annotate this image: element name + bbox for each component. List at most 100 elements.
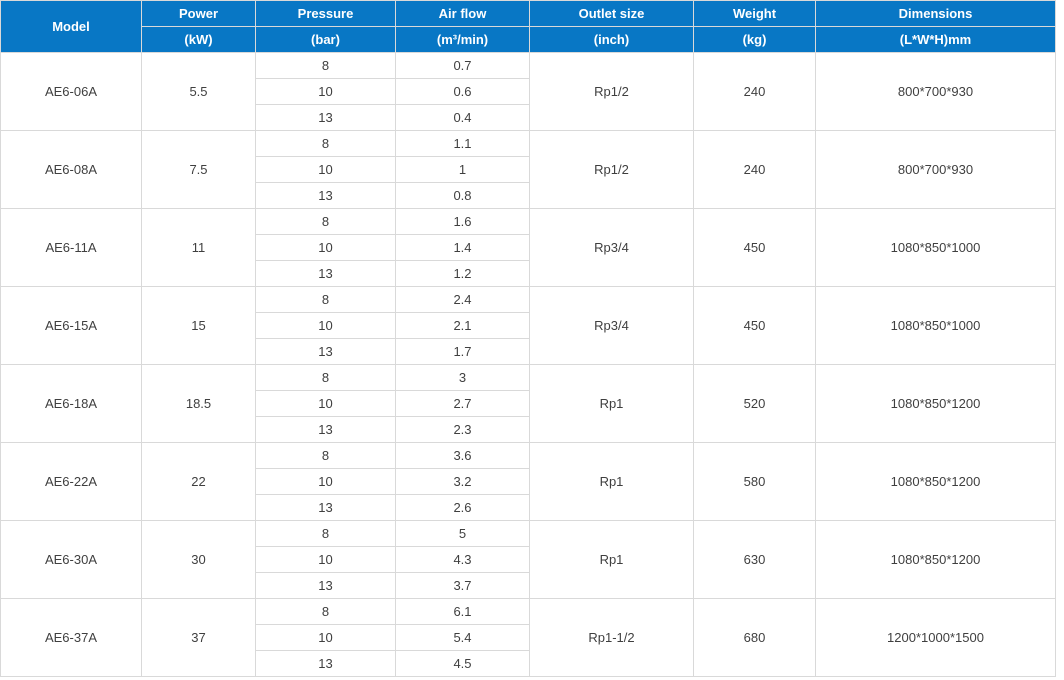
outlet-size-cell: Rp1/2 [529, 52, 694, 131]
air-flow-cell: 4.5 [395, 650, 530, 677]
weight-cell: 450 [693, 286, 816, 365]
outlet-size-cell: Rp3/4 [529, 208, 694, 287]
table-row: 10 2.7 [1, 390, 1056, 417]
air-flow-cell: 0.8 [395, 182, 530, 209]
power-cell: 15 [141, 286, 256, 365]
dimensions-cell: 1080*850*1200 [815, 442, 1056, 521]
weight-cell: 580 [693, 442, 816, 521]
air-flow-cell: 2.1 [395, 312, 530, 339]
air-flow-cell: 3 [395, 364, 530, 391]
outlet-size-cell: Rp1 [529, 364, 694, 443]
header-pressure: Pressure [255, 0, 396, 27]
table-body: AE6-06A 5.5 8 0.7 Rp1/2 240 800*700*930 10 0.6 13… [0, 52, 1056, 677]
air-flow-cell: 3.2 [395, 468, 530, 495]
dimensions-cell: 1080*850*1200 [815, 364, 1056, 443]
pressure-cell: 10 [255, 624, 396, 651]
pressure-cell: 10 [255, 78, 396, 105]
air-flow-cell: 5 [395, 520, 530, 547]
outlet-size-cell: Rp1 [529, 520, 694, 599]
weight-cell: 450 [693, 208, 816, 287]
power-cell: 30 [141, 520, 256, 599]
air-flow-cell: 2.4 [395, 286, 530, 313]
air-flow-cell: 1.7 [395, 338, 530, 365]
air-flow-cell: 2.6 [395, 494, 530, 521]
table-row: AE6-18A 18.5 8 3 Rp1 520 1080*850*1200 [0, 364, 1056, 443]
weight-cell: 630 [693, 520, 816, 599]
air-flow-cell: 3.6 [395, 442, 530, 469]
pressure-cell: 8 [255, 364, 396, 391]
outlet-size-cell: Rp1 [529, 442, 694, 521]
header-power-unit: (kW) [141, 26, 256, 53]
header-row-labels: Model Power Pressure Air flow Outlet siz… [0, 0, 1056, 53]
pressure-cell: 8 [255, 598, 396, 625]
pressure-cell: 8 [255, 286, 396, 313]
header-model: Model [0, 0, 142, 53]
air-flow-cell: 0.6 [395, 78, 530, 105]
table-row: 13 1.2 [1, 260, 1056, 287]
table-row: AE6-37A 37 8 6.1 Rp1-1/2 680 1200*1000*1500 [0, 598, 1056, 677]
table-row: 13 0.8 [1, 182, 1056, 209]
header-dimensions: Dimensions [815, 0, 1056, 27]
table-row: AE6-08A 7.5 8 1.1 Rp1/2 240 800*700*930 [0, 130, 1056, 209]
model-cell: AE6-08A [0, 130, 142, 209]
header-air-flow-unit: (m³/min) [395, 26, 530, 53]
dimensions-cell: 1080*850*1000 [815, 208, 1056, 287]
outlet-size-cell: Rp1-1/2 [529, 598, 694, 677]
air-flow-cell: 1.1 [395, 130, 530, 157]
air-flow-cell: 5.4 [395, 624, 530, 651]
table-row: AE6-22A 22 8 3.6 Rp1 580 1080*850*1200 [0, 442, 1056, 521]
dimensions-cell: 800*700*930 [815, 52, 1056, 131]
table-header: Model Power Pressure Air flow Outlet siz… [0, 0, 1056, 53]
dimensions-cell: 1080*850*1000 [815, 286, 1056, 365]
weight-cell: 240 [693, 52, 816, 131]
model-cell: AE6-37A [0, 598, 142, 677]
pressure-cell: 13 [255, 338, 396, 365]
air-flow-cell: 1.6 [395, 208, 530, 235]
air-flow-cell: 2.7 [395, 390, 530, 417]
pressure-cell: 13 [255, 572, 396, 599]
pressure-cell: 10 [255, 546, 396, 573]
power-cell: 7.5 [141, 130, 256, 209]
table-row: 13 4.5 [1, 650, 1056, 677]
header-outlet-size: Outlet size [529, 0, 694, 27]
air-flow-cell: 3.7 [395, 572, 530, 599]
pressure-cell: 10 [255, 468, 396, 495]
pressure-cell: 13 [255, 650, 396, 677]
header-weight-unit: (kg) [693, 26, 816, 53]
header-outlet-size-unit: (inch) [529, 26, 694, 53]
pressure-cell: 10 [255, 234, 396, 261]
table-row: 10 0.6 [1, 78, 1056, 105]
header-dimensions-unit: (L*W*H)mm [815, 26, 1056, 53]
pressure-cell: 8 [255, 208, 396, 235]
outlet-size-cell: Rp3/4 [529, 286, 694, 365]
table-row: 13 3.7 [1, 572, 1056, 599]
table-row: 10 1 [1, 156, 1056, 183]
pressure-cell: 10 [255, 156, 396, 183]
power-cell: 37 [141, 598, 256, 677]
table-row: AE6-06A 5.5 8 0.7 Rp1/2 240 800*700*930 [0, 52, 1056, 131]
table-row: 13 2.6 [1, 494, 1056, 521]
air-flow-cell: 1.4 [395, 234, 530, 261]
pressure-cell: 8 [255, 52, 396, 79]
header-air-flow: Air flow [395, 0, 530, 27]
air-flow-cell: 1 [395, 156, 530, 183]
table-row: AE6-15A 15 8 2.4 Rp3/4 450 1080*850*1000 [0, 286, 1056, 365]
model-cell: AE6-18A [0, 364, 142, 443]
air-flow-cell: 1.2 [395, 260, 530, 287]
table-row: 13 2.3 [1, 416, 1056, 443]
table-row: AE6-11A 11 8 1.6 Rp3/4 450 1080*850*1000 [0, 208, 1056, 287]
power-cell: 5.5 [141, 52, 256, 131]
air-flow-cell: 4.3 [395, 546, 530, 573]
weight-cell: 680 [693, 598, 816, 677]
table-row: 13 1.7 [1, 338, 1056, 365]
pressure-cell: 8 [255, 442, 396, 469]
pressure-cell: 10 [255, 390, 396, 417]
weight-cell: 520 [693, 364, 816, 443]
table-row: 10 3.2 [1, 468, 1056, 495]
dimensions-cell: 1080*850*1200 [815, 520, 1056, 599]
pressure-cell: 13 [255, 416, 396, 443]
model-cell: AE6-22A [0, 442, 142, 521]
pressure-cell: 8 [255, 130, 396, 157]
power-cell: 18.5 [141, 364, 256, 443]
